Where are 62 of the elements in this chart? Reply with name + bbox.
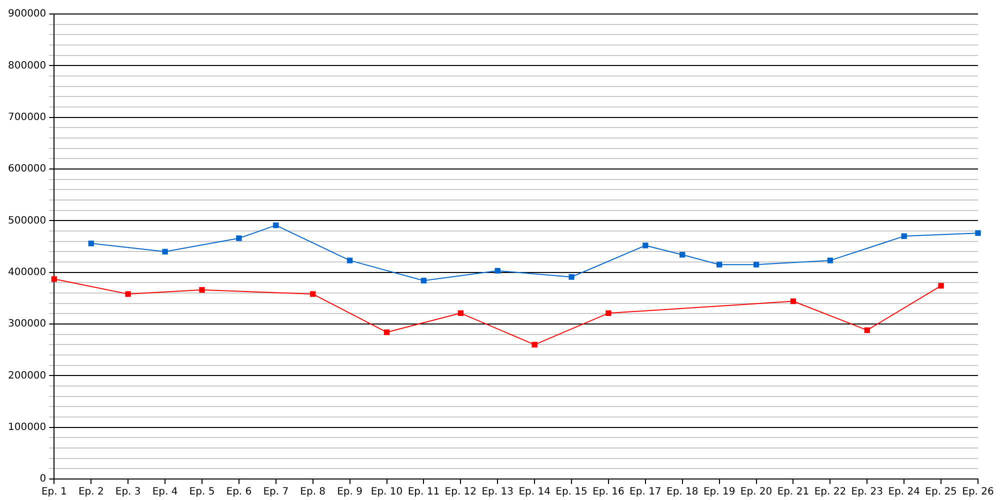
x-tick-label: Ep. 15 — [556, 486, 588, 498]
x-tick-label: Ep. 10 — [370, 486, 403, 498]
point — [790, 298, 796, 304]
point — [606, 310, 612, 316]
point — [162, 248, 168, 254]
x-tick-label: Ep. 18 — [666, 486, 698, 498]
x-tick-label: Ep. 25 — [925, 486, 957, 498]
point — [125, 291, 131, 297]
point — [310, 291, 316, 297]
y-tick-label: 0 — [40, 474, 46, 485]
x-tick-label: Ep. 21 — [777, 486, 810, 498]
point — [420, 278, 427, 284]
point — [901, 233, 907, 239]
point — [236, 235, 242, 242]
x-tick-label: Ep. 13 — [482, 486, 514, 498]
x-tick-label: Ep. 20 — [740, 486, 772, 498]
x-tick-label: Ep. 3 — [115, 486, 141, 498]
y-tick-label: 400000 — [8, 266, 46, 278]
point — [384, 329, 390, 336]
x-tick-label: Ep. 2 — [78, 486, 104, 498]
x-tick-label: Ep. 24 — [888, 486, 920, 498]
point — [938, 282, 944, 289]
x-tick-label: Ep. 11 — [408, 486, 440, 498]
x-tick-label: Ep. 5 — [189, 486, 215, 498]
point — [346, 258, 353, 264]
x-tick-label: Ep. 6 — [226, 486, 252, 498]
point — [532, 342, 538, 348]
x-tick-label: Ep. 8 — [300, 486, 326, 498]
point — [494, 268, 500, 274]
x-tick-label: Ep. 19 — [703, 486, 736, 498]
x-tick-label: Ep. 16 — [592, 486, 624, 498]
x-tick-label: Ep. 23 — [851, 486, 884, 498]
x-tick-label: Ep. 17 — [630, 486, 662, 498]
point — [864, 327, 870, 334]
point — [680, 252, 686, 258]
x-tick-label: Ep. 9 — [337, 486, 362, 498]
y-tick-label: 500000 — [8, 215, 46, 226]
y-tick-label: 900000 — [8, 8, 46, 20]
point — [753, 262, 760, 268]
x-tick-label: Ep. 1 — [41, 486, 67, 498]
y-tick-label: 700000 — [8, 112, 46, 123]
x-tick-label: Ep. 26 — [962, 486, 994, 498]
point — [642, 242, 648, 248]
y-tick-label: 600000 — [8, 164, 46, 175]
y-tick-label: 200000 — [8, 370, 46, 382]
y-tick-label: 300000 — [8, 318, 46, 330]
point — [827, 258, 834, 264]
x-tick-label: Ep. 14 — [518, 486, 550, 498]
point — [199, 287, 205, 293]
point — [51, 276, 58, 282]
x-tick-label: Ep. 4 — [152, 486, 178, 498]
x-tick-label: Ep. 22 — [814, 486, 846, 498]
y-tick-label: 800000 — [8, 60, 46, 72]
x-tick-label: Ep. 12 — [444, 486, 477, 498]
point — [975, 230, 981, 236]
point — [88, 240, 94, 246]
point — [458, 310, 464, 316]
point — [716, 262, 722, 268]
point — [568, 274, 574, 280]
y-tick-label: 100000 — [8, 422, 46, 433]
point — [273, 222, 279, 228]
x-tick-label: Ep. 7 — [263, 486, 289, 498]
